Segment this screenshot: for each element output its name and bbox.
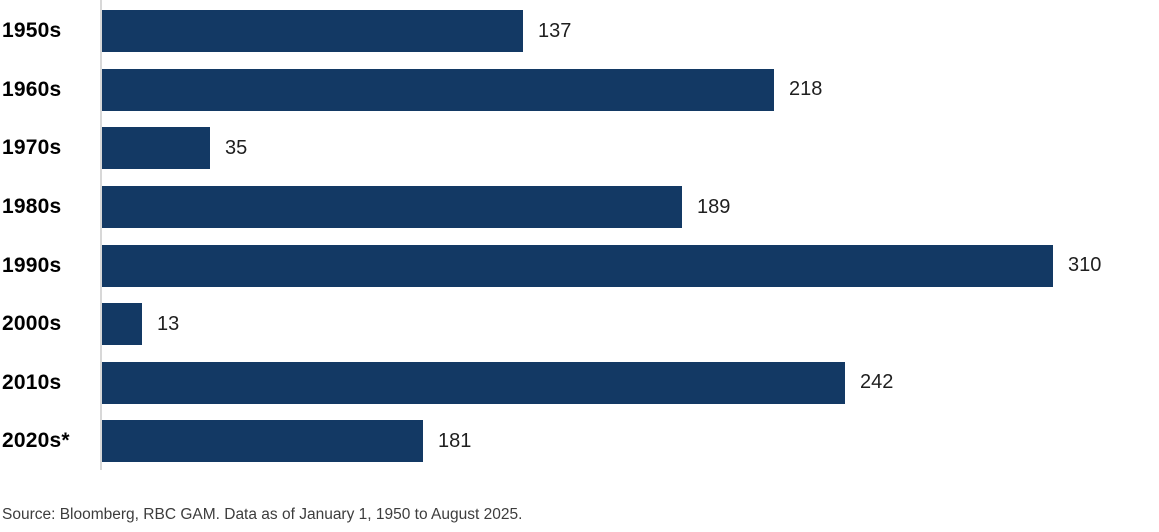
category-label: 2020s* — [2, 429, 70, 453]
category-label: 1990s — [2, 253, 62, 277]
value-label: 13 — [157, 312, 180, 335]
plot-area: 218 — [102, 61, 1159, 120]
bar — [102, 420, 423, 463]
bar — [102, 127, 210, 170]
plot-area: 242 — [102, 354, 1159, 413]
source-note: Source: Bloomberg, RBC GAM. Data as of J… — [2, 506, 523, 523]
y-axis-line — [100, 0, 102, 470]
chart-row: 2020s* 181 — [0, 412, 1159, 471]
value-label: 189 — [697, 195, 731, 218]
plot-area: 181 — [102, 412, 1159, 471]
chart-rows: 1950s 137 1960s 218 1970s 35 1980s 189 1990s 310 2… — [0, 2, 1159, 471]
bar — [102, 361, 845, 404]
chart-row: 1970s 35 — [0, 119, 1159, 178]
chart-row: 2000s 13 — [0, 295, 1159, 354]
plot-area: 310 — [102, 236, 1159, 295]
category-label: 1970s — [2, 136, 62, 160]
bar — [102, 68, 774, 111]
plot-area: 189 — [102, 178, 1159, 237]
category-label: 1950s — [2, 19, 62, 43]
chart-row: 1990s 310 — [0, 236, 1159, 295]
value-label: 137 — [538, 19, 572, 42]
bar — [102, 244, 1053, 287]
bar — [102, 186, 682, 229]
value-label: 242 — [860, 371, 894, 394]
plot-area: 35 — [102, 119, 1159, 178]
value-label: 35 — [225, 136, 248, 159]
chart-row: 1980s 189 — [0, 178, 1159, 237]
category-label: 2010s — [2, 370, 62, 394]
chart-row: 1960s 218 — [0, 61, 1159, 120]
plot-area: 13 — [102, 295, 1159, 354]
plot-area: 137 — [102, 2, 1159, 61]
category-label: 1980s — [2, 195, 62, 219]
chart-row: 1950s 137 — [0, 2, 1159, 61]
value-label: 310 — [1068, 254, 1102, 277]
value-label: 181 — [438, 429, 472, 452]
chart-row: 2010s 242 — [0, 354, 1159, 413]
value-label: 218 — [789, 78, 823, 101]
category-label: 2000s — [2, 312, 62, 336]
bar — [102, 10, 523, 53]
bar — [102, 303, 142, 346]
category-label: 1960s — [2, 77, 62, 101]
